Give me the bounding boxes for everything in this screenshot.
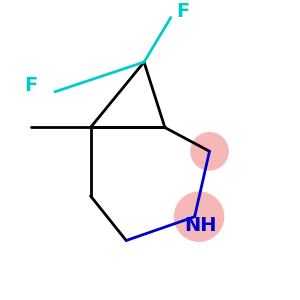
Text: NH: NH [184, 216, 217, 235]
Text: F: F [24, 76, 38, 95]
Circle shape [174, 191, 224, 242]
Text: F: F [176, 2, 189, 21]
Circle shape [190, 132, 229, 171]
